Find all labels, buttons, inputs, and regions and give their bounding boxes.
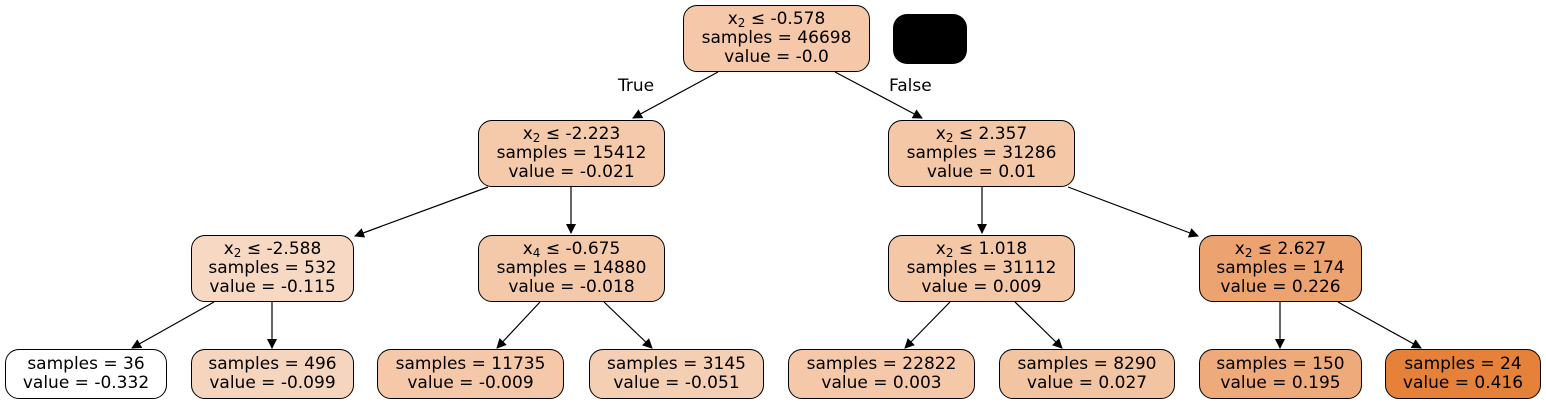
tree-leaf-14: samples = 24 value = 0.416 [1385,349,1541,399]
node-value: value = -0.099 [209,373,336,393]
tree-leaf-11: samples = 22822 value = 0.003 [788,349,975,399]
node-value: value = -0.021 [508,162,635,182]
edge-n5-n11 [904,301,951,349]
node-value: value = -0.332 [22,373,150,393]
tree-leaf-8: samples = 496 value = -0.099 [191,349,354,399]
node-split-condition: x2 ≤ 2.627 [1234,239,1327,260]
edge-n5-n12 [1014,301,1063,349]
node-value: value = -0.018 [508,277,635,297]
tree-node-1: x2 ≤ -2.223 samples = 15412 value = -0.0… [478,120,665,187]
node-samples: samples = 532 [208,258,337,278]
node-samples: samples = 3145 [607,354,746,374]
node-split-condition: x2 ≤ 2.357 [935,124,1028,145]
tree-node-4: x4 ≤ -0.675 samples = 14880 value = -0.0… [478,235,665,302]
node-split-condition: x4 ≤ -0.675 [522,239,621,260]
node-value: value = 0.01 [926,162,1037,182]
node-split-condition: x2 ≤ 1.018 [935,239,1028,260]
node-samples: samples = 8290 [1017,354,1157,374]
edge-n3-n7 [131,301,215,349]
node-samples: samples = 11735 [395,354,546,374]
node-value: value = -0.115 [209,277,336,297]
edge-label-false: False [889,76,932,96]
edge-n1-n3 [354,186,489,238]
tree-node-5: x2 ≤ 1.018 samples = 31112 value = 0.009 [888,235,1075,302]
tree-leaf-9: samples = 11735 value = -0.009 [377,349,564,399]
node-split-condition: x2 ≤ -2.223 [522,124,621,145]
node-samples: samples = 174 [1216,258,1345,278]
node-samples: samples = 24 [1404,354,1522,374]
node-value: value = -0.0 [724,47,829,67]
node-value: value = 0.003 [821,373,942,393]
node-split-condition: x2 ≤ -2.588 [223,239,322,260]
node-value: value = -0.051 [613,373,740,393]
node-samples: samples = 31112 [906,258,1057,278]
node-samples: samples = 15412 [496,143,647,163]
tree-leaf-13: samples = 150 value = 0.195 [1199,349,1362,399]
tree-leaf-10: samples = 3145 value = -0.051 [589,349,764,399]
edge-n4-n9 [496,301,541,349]
node-samples: samples = 36 [27,354,145,374]
tree-node-root: x2 ≤ -0.578 samples = 46698 value = -0.0 [683,5,870,72]
node-samples: samples = 46698 [701,28,852,48]
node-value: value = 0.416 [1402,373,1524,393]
node-samples: samples = 14880 [496,258,647,278]
edge-n0-n1 [632,71,719,119]
node-value: value = 0.027 [1026,373,1148,393]
edge-n0-n2 [834,71,923,119]
node-value: value = 0.195 [1220,373,1341,393]
node-samples: samples = 31286 [906,143,1057,163]
tree-node-2: x2 ≤ 2.357 samples = 31286 value = 0.01 [888,120,1075,187]
node-value: value = -0.009 [407,373,534,393]
node-value: value = 0.226 [1220,277,1341,297]
color-legend-box [893,14,967,64]
node-split-condition: x2 ≤ -0.578 [727,9,826,30]
node-samples: samples = 22822 [806,354,957,374]
tree-node-3: x2 ≤ -2.588 samples = 532 value = -0.115 [191,235,354,302]
tree-leaf-12: samples = 8290 value = 0.027 [999,349,1175,399]
tree-node-6: x2 ≤ 2.627 samples = 174 value = 0.226 [1199,235,1362,302]
node-value: value = 0.009 [921,277,1042,297]
tree-leaf-7: samples = 36 value = -0.332 [5,349,167,399]
node-samples: samples = 150 [1216,354,1345,374]
node-samples: samples = 496 [208,354,337,374]
edge-n6-n14 [1337,301,1422,349]
edge-n2-n6 [1067,186,1199,238]
edge-n4-n10 [603,301,653,349]
edge-label-true: True [618,76,655,96]
